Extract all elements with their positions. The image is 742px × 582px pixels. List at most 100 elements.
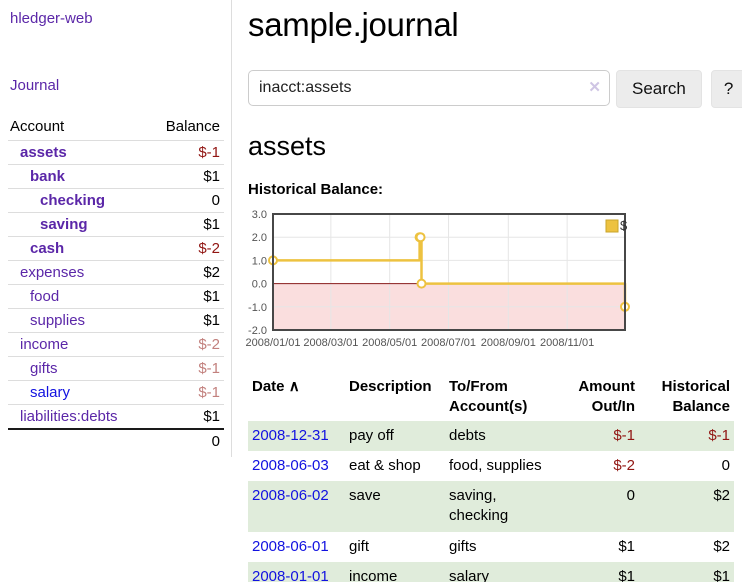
search-input[interactable] [248,70,610,106]
legend-label: $ [620,218,628,233]
transaction-accounts: debts [449,426,486,444]
accounts-table: Account Balance assets $-1 bank $1 checking 0… [8,115,224,453]
x-tick-label: 2008/05/01 [362,337,417,349]
register-row: 2008-01-01 income salary $1 $1 [248,561,734,582]
sidebar-total-balance: 0 [149,428,224,453]
sidebar-account-row: income $-2 [8,332,224,357]
sidebar-account-link[interactable]: bank [30,168,66,185]
x-tick-label: 2008/07/01 [421,337,476,349]
sidebar-account-link[interactable]: supplies [30,312,86,329]
y-tick-label: 2.0 [252,232,267,244]
sidebar-account-link[interactable]: income [20,336,69,353]
transaction-amount: $-1 [613,426,635,444]
transaction-amount: $1 [618,537,635,555]
sort-ascending-icon: ∧ [288,378,300,395]
transaction-amount: $-2 [613,456,635,474]
sidebar-account-row: liabilities:debts $1 [8,404,224,429]
transaction-accounts: salary [449,567,490,582]
transaction-balance: $2 [713,537,730,555]
sidebar-account-link[interactable]: salary [30,384,71,401]
help-button[interactable]: ? [710,70,742,108]
register-row: 2008-06-03 eat & shop food, supplies $-2 0 [248,451,734,481]
page-title: sample.journal [248,6,459,43]
plot-border [272,213,626,331]
sidebar-account-link[interactable]: cash [30,240,65,257]
transaction-description: gift [349,537,370,555]
sidebar-account-link[interactable]: gifts [30,360,58,377]
transaction-date-link[interactable]: 2008-06-01 [252,537,329,555]
transaction-description: income [349,567,398,582]
sidebar-account-balance: $1 [149,284,224,309]
transaction-amount: $1 [618,567,635,582]
sidebar-item-journal[interactable]: Journal [10,77,60,94]
sidebar-account-balance: $-2 [149,332,224,357]
x-tick-label: 2008/09/01 [481,337,536,349]
sidebar-account-link[interactable]: food [30,288,60,305]
sidebar-account-row: food $1 [8,284,224,309]
x-tick-label: 2008/11/01 [540,337,594,349]
clear-search-icon[interactable]: ✕ [588,79,601,96]
sidebar-account-balance: $1 [149,404,224,429]
x-tick-label: 2008/01/01 [245,337,300,349]
sidebar-account-balance: $2 [149,260,224,285]
app-title-link[interactable]: hledger-web [10,10,93,27]
sidebar-account-link[interactable]: saving [40,216,88,233]
transaction-description: pay off [349,426,394,444]
sidebar-account-balance: $-2 [149,236,224,261]
transaction-amount: 0 [626,487,635,504]
sidebar-account-row: saving $1 [8,212,224,237]
sidebar-total-spacer [8,428,150,453]
sidebar-account-balance: $1 [149,308,224,333]
sidebar-account-link[interactable]: liabilities:debts [20,408,118,425]
transaction-balance: $-1 [708,426,730,444]
transaction-date-link[interactable]: 2008-01-01 [252,567,329,582]
y-tick-label: 0.0 [252,279,267,291]
date-header-label: Date [252,378,285,395]
y-tick-label: -2.0 [248,325,267,337]
transaction-date-link[interactable]: 2008-06-02 [252,487,329,504]
register-table: Date ∧ Description To/From Account(s) Am… [248,374,734,582]
register-header-date[interactable]: Date ∧ [248,374,345,421]
y-tick-label: 3.0 [252,209,267,221]
x-tick-label: 2008/03/01 [303,337,358,349]
transaction-accounts: gifts [449,537,477,555]
transaction-balance: 0 [721,456,730,474]
transaction-accounts: food, supplies [449,456,542,474]
register-header-accounts: To/From Account(s) [449,378,528,416]
register-header-amount: Amount Out/In [578,378,635,416]
sidebar-account-link[interactable]: assets [20,144,67,161]
sidebar-account-link[interactable]: expenses [20,264,85,281]
sidebar-account-row: checking 0 [8,188,224,213]
data-point-marker [415,232,426,243]
chart-title: Historical Balance: [248,181,384,198]
sidebar-account-balance: $-1 [149,140,224,165]
y-tick-label: -1.0 [248,302,267,314]
transaction-date-link[interactable]: 2008-12-31 [252,426,329,444]
sidebar-account-row: gifts $-1 [8,356,224,381]
sidebar-total-row: 0 [8,428,224,453]
sidebar-account-row: expenses $2 [8,260,224,285]
account-heading: assets [248,131,327,161]
sidebar: hledger-web Journal Account Balance asse… [0,0,232,457]
sidebar-accounts-body: assets $-1 bank $1 checking 0 saving $1 cash $-2 e… [8,140,224,453]
y-tick-label: 1.0 [252,255,267,267]
chart-container: 3.0 2.0 1.0 0.0 -1.0 -2.0 2008/01/01 2008/03/01… [240,207,742,357]
sidebar-account-balance: $-1 [149,356,224,381]
search-form: ✕ Search ? [248,70,742,108]
sidebar-account-row: supplies $1 [8,308,224,333]
transaction-description: save [349,487,381,504]
register-row: 2008-06-01 gift gifts $1 $2 [248,532,734,562]
sidebar-account-row: cash $-2 [8,236,224,261]
sidebar-account-row: salary $-1 [8,380,224,405]
transaction-date-link[interactable]: 2008-06-03 [252,456,329,474]
register-header-balance: Historical Balance [661,378,730,416]
register-row: 2008-12-31 pay off debts $-1 $-1 [248,420,734,451]
transaction-description: eat & shop [349,456,421,474]
register-row: 2008-06-02 save saving, checking 0 $2 [248,481,734,532]
register-header-description: Description [349,378,432,395]
search-button[interactable]: Search [616,70,702,108]
main-content: sample.journal ✕ Search ? assets Histori… [232,0,742,582]
transaction-accounts: saving, checking [449,487,509,525]
sidebar-account-link[interactable]: checking [40,192,106,209]
